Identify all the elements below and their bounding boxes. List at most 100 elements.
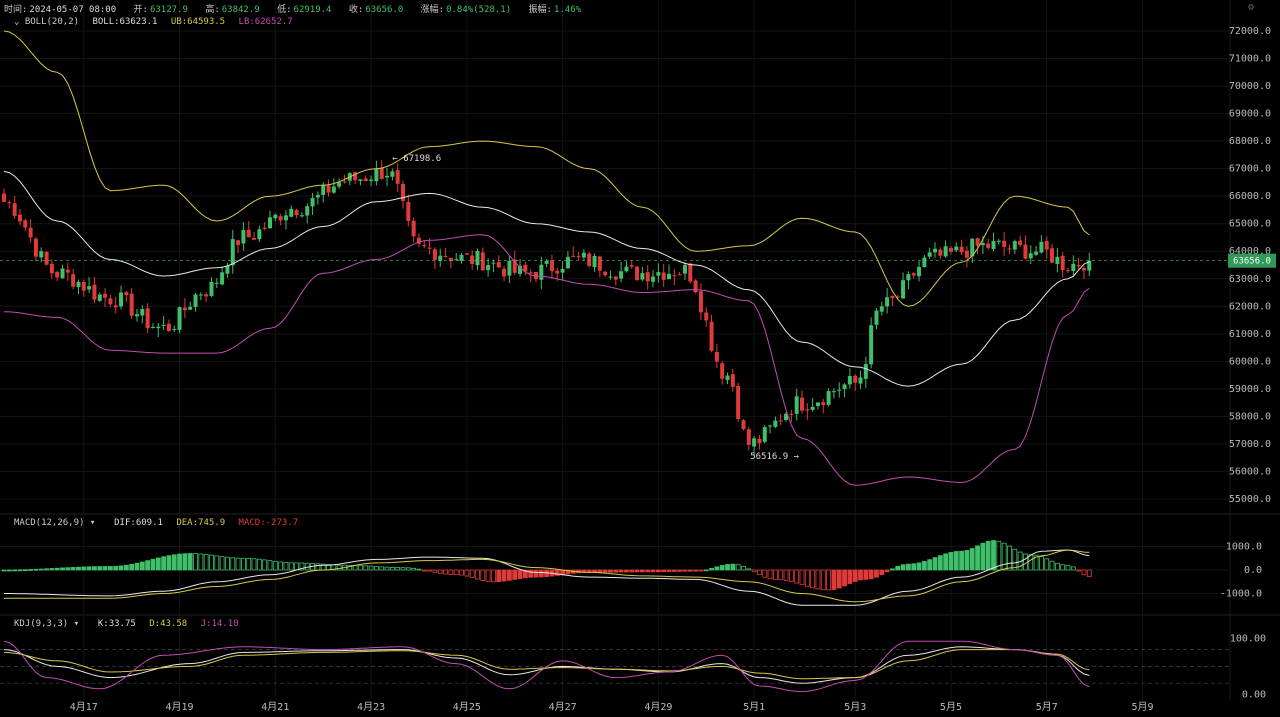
macd-histogram-bar xyxy=(751,569,757,573)
candle-body xyxy=(746,429,751,445)
candle-body xyxy=(1071,263,1076,272)
ohlc-info-bar: 时间: 2024-05-07 08:00 开: 63127.9 高: 63842.9 … xyxy=(4,2,583,15)
candle-body xyxy=(996,240,1001,242)
candle-body xyxy=(688,263,693,282)
candle-body xyxy=(438,255,443,261)
macd-histogram-bar xyxy=(347,564,353,571)
amplitude-label: 振幅: xyxy=(528,5,552,15)
macd-histogram-bar xyxy=(698,569,704,572)
macd-histogram-bar xyxy=(666,569,672,572)
price-tick-label: 68000.0 xyxy=(1229,136,1271,147)
candle-body xyxy=(863,364,868,379)
price-tick-label: 61000.0 xyxy=(1229,329,1271,340)
candle-body xyxy=(544,260,549,264)
candle-body xyxy=(17,214,22,222)
boll-mid-value: 63623.1 xyxy=(119,17,158,27)
macd-histogram-bar xyxy=(76,566,81,571)
candle-body xyxy=(613,276,618,280)
candle-body xyxy=(87,286,92,290)
price-tick-label: 69000.0 xyxy=(1229,109,1271,120)
boll-name[interactable]: BOLL(20,2) xyxy=(24,17,80,27)
macd-histogram-bar xyxy=(645,569,651,573)
candle-body xyxy=(39,251,44,258)
macd-histogram-bar xyxy=(618,569,624,573)
kdj-name[interactable]: KDJ(9,3,3) xyxy=(14,619,69,629)
macd-histogram-bar xyxy=(235,557,241,571)
candle-body xyxy=(60,268,65,279)
macd-histogram-bar xyxy=(459,569,464,576)
macd-histogram-bar xyxy=(735,564,741,571)
macd-histogram-bar xyxy=(405,567,411,571)
macd-tick-label: -1000.0 xyxy=(1220,589,1262,600)
collapse-chevron-icon[interactable]: ⌄ xyxy=(14,17,25,27)
macd-histogram-bar xyxy=(432,569,438,573)
kdj-tick-label: 0.00 xyxy=(1242,689,1266,700)
candle-body xyxy=(358,179,363,181)
price-tick-label: 57000.0 xyxy=(1229,439,1271,450)
candle-body xyxy=(629,265,634,267)
macd-histogram-bar xyxy=(219,556,225,571)
candle-body xyxy=(310,198,315,207)
macd-histogram-bar xyxy=(28,569,34,571)
date-tick-label: 5月5 xyxy=(940,701,962,713)
candle-body xyxy=(970,238,975,257)
candle-body xyxy=(565,256,570,269)
open-label: 开: xyxy=(133,5,148,15)
macd-histogram-bar xyxy=(677,569,683,572)
macd-histogram-bar xyxy=(687,569,693,572)
boll-ub-label: UB: xyxy=(170,17,188,27)
kdj-dropdown-icon[interactable]: ▾ xyxy=(73,619,85,629)
macd-histogram-bar xyxy=(225,556,230,571)
candle-body xyxy=(624,266,629,272)
candle-body xyxy=(225,265,230,274)
macd-histogram-bar xyxy=(911,563,917,571)
price-tick-label: 72000.0 xyxy=(1229,26,1271,37)
candle-body xyxy=(709,321,714,351)
macd-histogram-bar xyxy=(953,551,959,571)
open-value: 63127.9 xyxy=(149,5,188,15)
candle-body xyxy=(475,251,480,266)
macd-histogram-bar xyxy=(145,560,151,571)
candle-body xyxy=(353,172,358,181)
macd-histogram-bar xyxy=(453,569,459,576)
candle-body xyxy=(518,265,523,274)
macd-histogram-bar xyxy=(108,566,113,571)
macd-name[interactable]: MACD(12,26,9) xyxy=(14,518,85,528)
macd-histogram-bar xyxy=(54,567,60,571)
candle-body xyxy=(230,239,235,266)
candle-body xyxy=(895,296,900,298)
candle-body xyxy=(315,194,320,198)
candle-body xyxy=(2,193,6,202)
macd-histogram-bar xyxy=(373,566,379,571)
candle-body xyxy=(736,385,741,419)
candle-body xyxy=(555,270,560,274)
macd-histogram-bar xyxy=(209,554,214,571)
macd-histogram-bar xyxy=(895,565,901,571)
macd-histogram-bar xyxy=(246,557,252,571)
macd-histogram-bar xyxy=(379,566,385,571)
macd-histogram-bar xyxy=(1070,566,1076,571)
candle-body xyxy=(283,215,288,221)
kdj-k-line xyxy=(3,646,1090,684)
candle-body xyxy=(214,282,219,284)
macd-dropdown-icon[interactable]: ▾ xyxy=(89,518,101,528)
candle-body xyxy=(385,175,390,178)
candle-body xyxy=(938,249,943,256)
macd-histogram-bar xyxy=(927,559,933,571)
macd-histogram-bar xyxy=(959,550,964,571)
macd-histogram-bar xyxy=(506,569,512,581)
macd-histogram-bar xyxy=(182,553,188,571)
candle-body xyxy=(933,248,937,253)
macd-histogram-bar xyxy=(597,569,603,573)
settings-icon[interactable]: ⚙ xyxy=(1247,2,1254,13)
macd-histogram-bar xyxy=(501,569,507,582)
macd-histogram-bar xyxy=(155,557,161,571)
macd-histogram-bar xyxy=(629,569,635,573)
candle-body xyxy=(172,329,177,331)
candle-body xyxy=(762,427,767,442)
candle-body xyxy=(768,425,773,427)
macd-histogram-bar xyxy=(804,569,810,587)
macd-histogram-bar xyxy=(1033,554,1039,571)
candle-body xyxy=(1028,253,1033,259)
